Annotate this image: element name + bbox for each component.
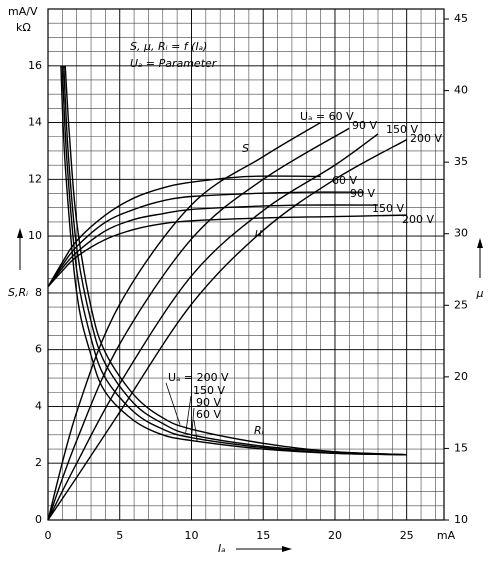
data-line bbox=[47, 133, 379, 521]
leader-line bbox=[191, 407, 195, 438]
y2-tick-label: 35 bbox=[454, 155, 468, 168]
leader-line bbox=[165, 382, 181, 425]
x-tick-label: 5 bbox=[116, 529, 123, 542]
y2-tick-label: 45 bbox=[454, 12, 468, 25]
y-tick-label: 4 bbox=[35, 399, 42, 412]
series-label: 200 V bbox=[402, 213, 434, 226]
leader-line bbox=[185, 395, 192, 433]
series-label: Uₐ = 200 V bbox=[168, 371, 229, 384]
y2-tick-label: 10 bbox=[454, 513, 468, 526]
data-line bbox=[47, 127, 350, 521]
x-tick-label: 10 bbox=[184, 529, 198, 542]
grid bbox=[47, 8, 444, 521]
series-label: 200 V bbox=[410, 132, 442, 145]
y-tick-label: 16 bbox=[28, 59, 42, 72]
x-tick-label: 20 bbox=[328, 529, 342, 542]
x-unit: mA bbox=[437, 529, 456, 542]
x-axis-label: Iₐ bbox=[218, 542, 226, 555]
y-tick-label: 12 bbox=[28, 172, 42, 185]
axis-arrow-head bbox=[282, 546, 292, 552]
y-tick-label: 2 bbox=[35, 456, 42, 469]
y2-tick-label: 40 bbox=[454, 84, 468, 97]
data-line bbox=[60, 65, 407, 456]
x-tick-label: 0 bbox=[45, 529, 52, 542]
x-tick-label: 25 bbox=[400, 529, 414, 542]
series-label: 90 V bbox=[352, 119, 377, 132]
series-label: 150 V bbox=[372, 202, 404, 215]
series-label: Uₐ = 60 V bbox=[300, 110, 354, 123]
series-label: 150 V bbox=[386, 123, 418, 136]
y-tick-label: 8 bbox=[35, 286, 42, 299]
data-line bbox=[64, 65, 407, 456]
y2-axis-label: μ bbox=[476, 287, 484, 300]
curve-annotation: S bbox=[242, 142, 249, 155]
data-line bbox=[47, 121, 321, 521]
series-label: 90 V bbox=[196, 396, 221, 409]
curve-annotation: μ bbox=[254, 226, 262, 239]
y-axis-label: S,Rᵢ bbox=[8, 286, 28, 299]
y-tick-label: 14 bbox=[28, 116, 42, 129]
axis-arrow-head bbox=[17, 228, 23, 238]
chart-subtitle: Uₐ = Parameter bbox=[130, 57, 218, 70]
series-label: 60 V bbox=[332, 174, 357, 187]
y-unit: kΩ bbox=[16, 21, 31, 34]
data-line bbox=[47, 138, 408, 521]
y-tick-label: 6 bbox=[35, 343, 42, 356]
series-label: 60 V bbox=[196, 408, 221, 421]
y2-tick-label: 15 bbox=[454, 441, 468, 454]
y2-tick-label: 20 bbox=[454, 370, 468, 383]
y-unit: mA/V bbox=[8, 5, 38, 18]
data-line bbox=[61, 65, 407, 456]
data-line bbox=[47, 175, 321, 288]
data-line bbox=[63, 65, 407, 456]
axis-arrow-head bbox=[477, 238, 483, 248]
series-label: 90 V bbox=[350, 187, 375, 200]
series-label: 150 V bbox=[193, 384, 225, 397]
data-line bbox=[47, 191, 364, 288]
y-tick-label: 0 bbox=[35, 513, 42, 526]
data-line bbox=[47, 204, 379, 288]
data-line bbox=[47, 214, 407, 288]
curve-annotation: Rᵢ bbox=[254, 424, 264, 437]
x-tick-label: 15 bbox=[256, 529, 270, 542]
y2-tick-label: 25 bbox=[454, 298, 468, 311]
leader-line bbox=[193, 419, 198, 442]
chart-title: S, μ, Rᵢ = f (Iₐ) bbox=[130, 40, 207, 53]
y2-tick-label: 30 bbox=[454, 227, 468, 240]
plot-frame bbox=[47, 8, 445, 521]
y-tick-label: 10 bbox=[28, 229, 42, 242]
